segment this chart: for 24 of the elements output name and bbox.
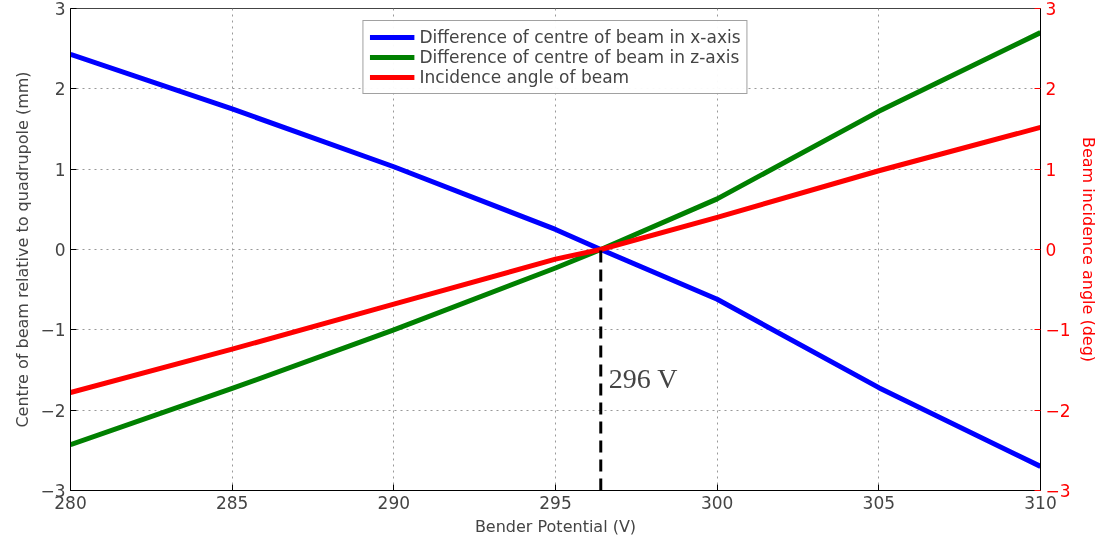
y2-axis-title: Beam incidence angle (deg) [1078, 136, 1098, 363]
y-tick-label: 0 [54, 240, 66, 260]
x-tick-label: 295 [539, 492, 572, 513]
legend-label: Difference of centre of beam in z-axis [419, 47, 740, 67]
x-tick-label: 285 [215, 492, 249, 513]
annotation: 296 V [608, 362, 678, 394]
y2-tick-label: 3 [1045, 0, 1057, 19]
x-tick-label: 300 [700, 492, 734, 513]
y-tick-label: 2 [54, 79, 66, 100]
y2-tick-label: 2 [1045, 79, 1057, 100]
y-tick-label: −2 [40, 400, 66, 421]
x-tick-label: 305 [862, 492, 896, 513]
y-tick-label: 1 [54, 159, 66, 180]
y-tick-label: −1 [40, 320, 66, 341]
y-tick-label: 3 [54, 0, 66, 19]
legend-label: Difference of centre of beam in x-axis [419, 27, 741, 47]
y2-tick-label: −2 [1045, 400, 1071, 421]
y2-tick-label: 0 [1045, 240, 1057, 260]
y2-tick-label: −1 [1045, 320, 1071, 341]
y2-tick-label: 1 [1045, 159, 1057, 180]
x-tick-label: 290 [377, 492, 411, 513]
legend-label: Incidence angle of beam [419, 67, 630, 87]
y-axis-title: Centre of beam relative to quadrupole (mm) [13, 71, 33, 428]
x-axis-title: Bender Potential (V) [474, 516, 637, 536]
